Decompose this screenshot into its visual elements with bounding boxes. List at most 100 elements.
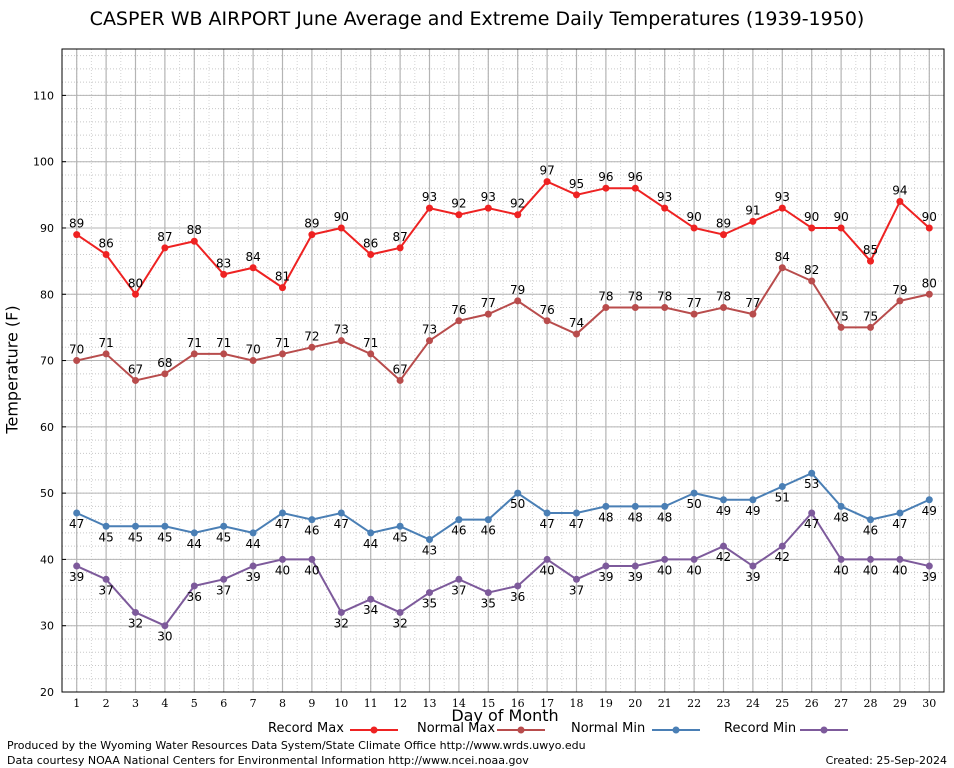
data-point [514, 582, 522, 590]
data-label: 47 [69, 517, 84, 531]
data-label: 96 [598, 170, 613, 184]
x-tick-label: 3 [132, 697, 139, 710]
data-point [720, 542, 727, 550]
data-point [837, 323, 845, 331]
x-tick-label: 5 [191, 697, 198, 710]
data-point [279, 555, 286, 563]
data-point [367, 595, 375, 603]
data-point [73, 357, 81, 365]
data-point [249, 529, 257, 537]
data-label: 46 [451, 524, 466, 538]
legend-marker [370, 726, 378, 734]
data-point [367, 350, 375, 358]
data-label: 73 [422, 323, 437, 337]
data-point [73, 509, 81, 517]
data-label: 48 [657, 510, 672, 524]
data-label: 45 [392, 530, 407, 544]
data-point [367, 250, 375, 258]
data-label: 46 [863, 524, 878, 538]
data-label: 82 [804, 263, 819, 277]
data-point [102, 575, 110, 583]
data-label: 45 [157, 530, 172, 544]
data-label: 39 [598, 570, 613, 584]
data-point [161, 244, 169, 252]
data-point [720, 231, 727, 239]
x-tick-label: 18 [570, 697, 584, 710]
data-label: 45 [98, 530, 113, 544]
data-label: 42 [716, 550, 731, 564]
data-label: 32 [128, 616, 143, 630]
legend-label-normal-min: Normal Min [571, 721, 646, 736]
data-label: 75 [833, 309, 848, 323]
data-point [631, 184, 639, 192]
data-label: 47 [334, 517, 349, 531]
series-line-normal-min [76, 472, 930, 541]
data-label: 89 [716, 217, 731, 231]
legend-label-normal-max: Normal Max [417, 721, 496, 736]
data-point [249, 562, 257, 570]
data-label: 35 [481, 597, 496, 611]
data-label: 49 [922, 504, 937, 518]
data-point [484, 310, 492, 318]
data-point [220, 270, 228, 278]
data-point [514, 297, 522, 305]
y-tick-label: 30 [40, 620, 54, 633]
data-label: 47 [275, 517, 290, 531]
data-label: 75 [863, 309, 878, 323]
data-label: 85 [863, 243, 878, 257]
x-axis-label: Day of Month [451, 706, 559, 725]
x-tick-label: 1 [73, 697, 80, 710]
data-label: 44 [245, 537, 260, 551]
data-point [455, 317, 463, 325]
x-tick-label: 19 [599, 697, 613, 710]
data-label: 70 [245, 343, 260, 357]
data-label: 40 [539, 563, 554, 577]
data-label: 50 [686, 497, 701, 511]
x-tick-label: 28 [864, 697, 878, 710]
legend-marker [672, 726, 680, 734]
y-tick-label: 50 [40, 487, 54, 500]
data-point [484, 204, 492, 212]
data-label: 80 [128, 276, 143, 290]
data-label: 47 [892, 517, 907, 531]
y-tick-label: 100 [33, 156, 54, 169]
data-label: 40 [275, 563, 290, 577]
data-point [337, 224, 345, 232]
x-tick-label: 13 [423, 697, 437, 710]
data-label: 87 [392, 230, 407, 244]
x-tick-label: 25 [775, 697, 789, 710]
data-point [690, 555, 698, 563]
x-tick-label: 12 [393, 697, 407, 710]
data-label: 90 [922, 210, 937, 224]
data-point [925, 290, 933, 298]
data-label: 39 [69, 570, 84, 584]
data-point [896, 297, 904, 305]
data-label: 84 [245, 250, 260, 264]
data-label: 40 [863, 563, 878, 577]
data-label: 49 [716, 504, 731, 518]
data-point [396, 376, 404, 384]
data-label: 79 [892, 283, 907, 297]
data-label: 93 [481, 190, 496, 204]
data-point [690, 224, 698, 232]
data-label: 90 [833, 210, 848, 224]
data-point [426, 536, 433, 544]
data-label: 48 [833, 510, 848, 524]
data-label: 37 [216, 583, 231, 597]
data-point [690, 310, 698, 318]
data-label: 76 [451, 303, 466, 317]
data-label: 39 [922, 570, 937, 584]
data-label: 44 [187, 537, 202, 551]
data-point [249, 264, 257, 272]
data-label: 34 [363, 603, 378, 617]
data-point [867, 555, 874, 563]
data-point [190, 237, 198, 245]
data-label: 80 [922, 276, 937, 290]
data-point [661, 555, 669, 563]
plot-frame [61, 48, 945, 693]
data-point [337, 337, 345, 345]
data-point [749, 310, 757, 318]
data-label: 78 [628, 290, 643, 304]
y-tick-label: 70 [40, 355, 54, 368]
data-point [808, 509, 816, 517]
